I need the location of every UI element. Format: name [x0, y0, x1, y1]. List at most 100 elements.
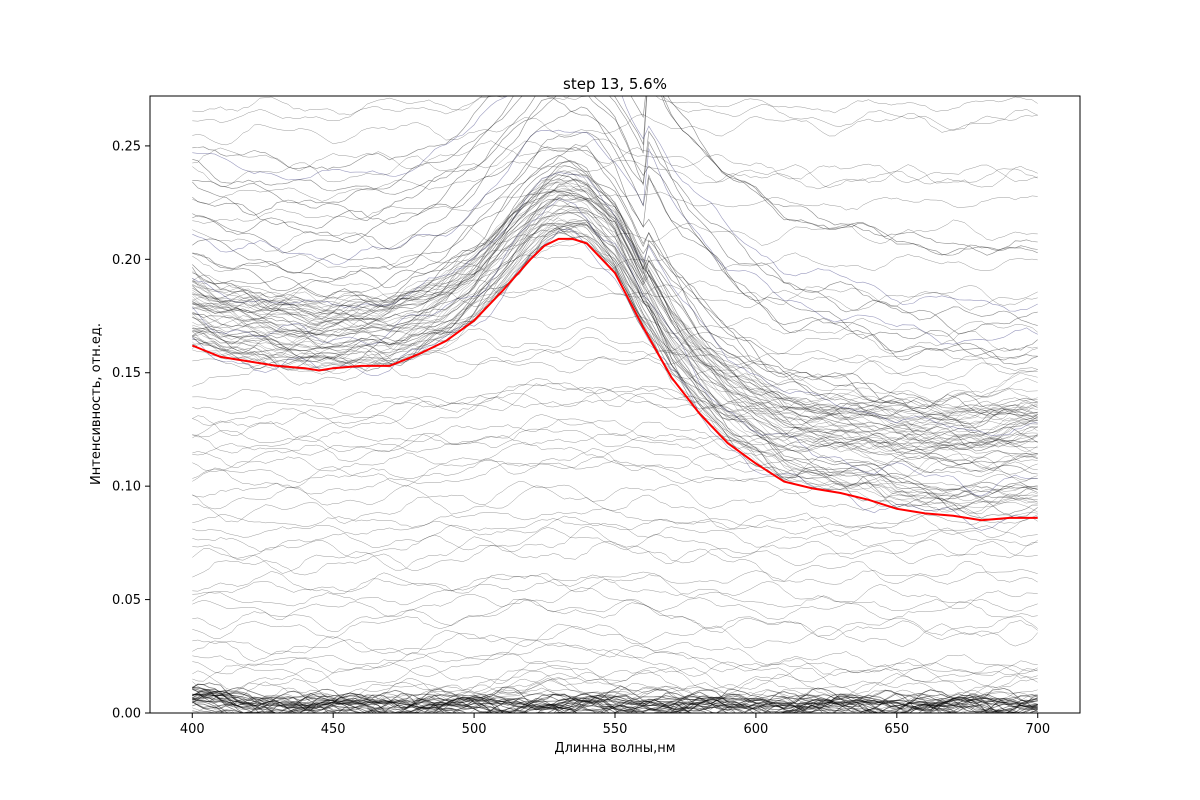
spectrum-line [192, 96, 1038, 357]
spectrum-line [192, 187, 1038, 413]
spectrum-line [192, 526, 1038, 584]
spectrum-line [192, 414, 1038, 469]
spectrum-line [192, 178, 1038, 443]
spectrum-line [192, 418, 1038, 462]
spectrum-line [192, 327, 1038, 355]
chart-title: step 13, 5.6% [563, 75, 667, 93]
spectrum-line [192, 485, 1038, 538]
spectrum-line [192, 170, 1038, 426]
x-tick-label: 550 [603, 722, 628, 737]
spectrum-line [192, 174, 1038, 452]
spectrum-line [192, 587, 1038, 620]
spectrum-line [192, 146, 1038, 409]
spectrum-line [192, 96, 1038, 256]
spectrum-line [192, 678, 1038, 711]
mean-spectrum-layer [191, 237, 1038, 522]
y-tick-label: 0.00 [112, 707, 141, 722]
spectrum-line [192, 348, 1038, 369]
spectrum-line [192, 201, 1038, 452]
spectrum-line [192, 699, 1038, 713]
y-tick-label: 0.15 [112, 366, 141, 381]
spectrum-line [192, 140, 1038, 188]
spectrum-line [192, 193, 1038, 483]
spectrum-line [192, 642, 1038, 676]
spectrum-line [192, 228, 1038, 531]
spectrum-line [192, 161, 1038, 435]
spectrum-line [192, 623, 1038, 662]
spectrum-line [192, 165, 1038, 403]
spectrum-line [192, 428, 1038, 471]
spectrum-line [192, 223, 1038, 504]
x-axis: 400 450 500 550 600 650 700 [180, 713, 1050, 737]
spectrum-line [192, 691, 1038, 711]
spectrum-line [192, 441, 1038, 477]
spectrum-line [192, 96, 1038, 326]
spectrum-line [192, 129, 1038, 345]
spectrum-line [192, 224, 1038, 500]
spectrum-line [192, 432, 1038, 456]
x-tick-label: 400 [180, 722, 205, 737]
spectrum-line [192, 106, 1038, 361]
spectrum-line [192, 693, 1038, 713]
spectrum-line [192, 177, 1038, 427]
spectrum-line [192, 196, 1038, 447]
spectrum-line [192, 599, 1038, 641]
spectrum-line [192, 225, 1038, 519]
spectrum-line [192, 227, 1038, 514]
spectrum-line [192, 378, 1038, 421]
spectrum-line [192, 686, 1038, 707]
spectrum-line [192, 337, 1038, 375]
spectrum-line [192, 144, 1038, 414]
spectrum-line [192, 96, 1038, 123]
spectrum-line [192, 457, 1038, 498]
spectrum-line [192, 160, 1038, 420]
x-tick-label: 500 [462, 722, 487, 737]
spectrum-line [192, 221, 1038, 515]
spectrum-line [192, 508, 1038, 538]
spectrum-line [192, 208, 1038, 460]
spectrum-line [192, 154, 1038, 429]
spectrum-line [192, 274, 1038, 307]
y-tick-label: 0.10 [112, 480, 141, 495]
mean-spectrum-line [191, 237, 1038, 522]
spectrum-line [192, 198, 1038, 466]
spectrum-line [192, 626, 1038, 672]
spectrum-line [192, 193, 1038, 432]
spectrum-line [192, 96, 1038, 131]
spectrum-line [192, 96, 1038, 256]
spectrum-line [192, 639, 1038, 677]
spectrum-line [192, 219, 1038, 451]
spectrum-line [192, 208, 1038, 470]
spectrum-line [192, 661, 1038, 691]
spectrum-line [192, 219, 1038, 490]
spectrum-line [192, 569, 1038, 595]
spectrum-line [192, 170, 1038, 469]
x-tick-label: 450 [321, 722, 346, 737]
spectrum-line [192, 571, 1038, 609]
spectrum-line [192, 109, 1038, 146]
spectrum-line [192, 235, 1038, 495]
spectrum-line [192, 388, 1038, 439]
spectrum-line [192, 179, 1038, 402]
x-tick-label: 600 [743, 722, 768, 737]
spectrum-line [192, 209, 1038, 448]
spectrum-line [192, 223, 1038, 511]
spectrum-line [192, 193, 1038, 425]
spectrum-line [192, 480, 1038, 515]
spectrum-line [192, 698, 1038, 713]
spectra-lines [192, 96, 1038, 713]
spectrum-line [192, 217, 1038, 451]
spectrum-line [192, 97, 1038, 335]
spectrum-line [192, 184, 1038, 424]
spectrum-line [192, 187, 1038, 448]
spectrum-line [192, 540, 1038, 578]
spectrum-line [192, 389, 1038, 419]
spectrum-line [192, 171, 1038, 437]
spectrum-line [192, 280, 1038, 315]
spectrum-line [192, 677, 1038, 713]
spectrum-line [192, 173, 1038, 420]
spectrum-line [192, 96, 1038, 256]
spectrum-line [192, 219, 1038, 252]
spectrum-line [192, 239, 1038, 513]
